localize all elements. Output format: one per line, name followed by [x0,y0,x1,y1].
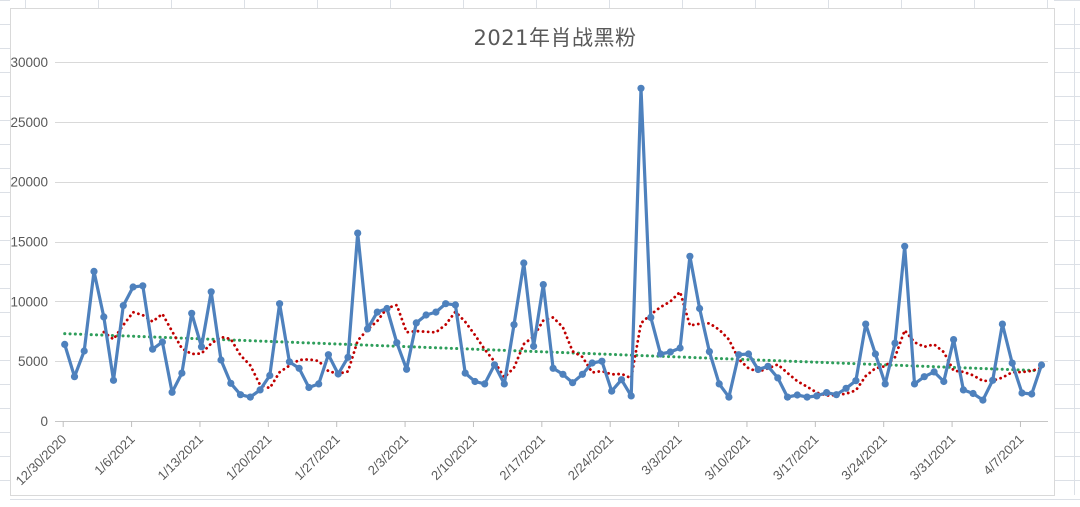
chart-title: 2021年肖战黑粉 [473,26,637,50]
svg-text:30000: 30000 [10,55,48,70]
x-axis [62,421,1021,427]
svg-text:15000: 15000 [10,235,48,250]
svg-text:5000: 5000 [18,354,48,369]
svg-text:0: 0 [40,414,48,429]
daily-series-markers [61,84,1046,404]
chart-frame [10,8,1055,496]
svg-text:25000: 25000 [10,115,48,130]
svg-text:10000: 10000 [10,294,48,309]
y-axis-labels: 0 5000 10000 15000 20000 25000 30000 [10,55,48,429]
moving-average-line [102,289,1043,397]
trend-line [63,332,1043,373]
svg-text:20000: 20000 [10,175,48,190]
